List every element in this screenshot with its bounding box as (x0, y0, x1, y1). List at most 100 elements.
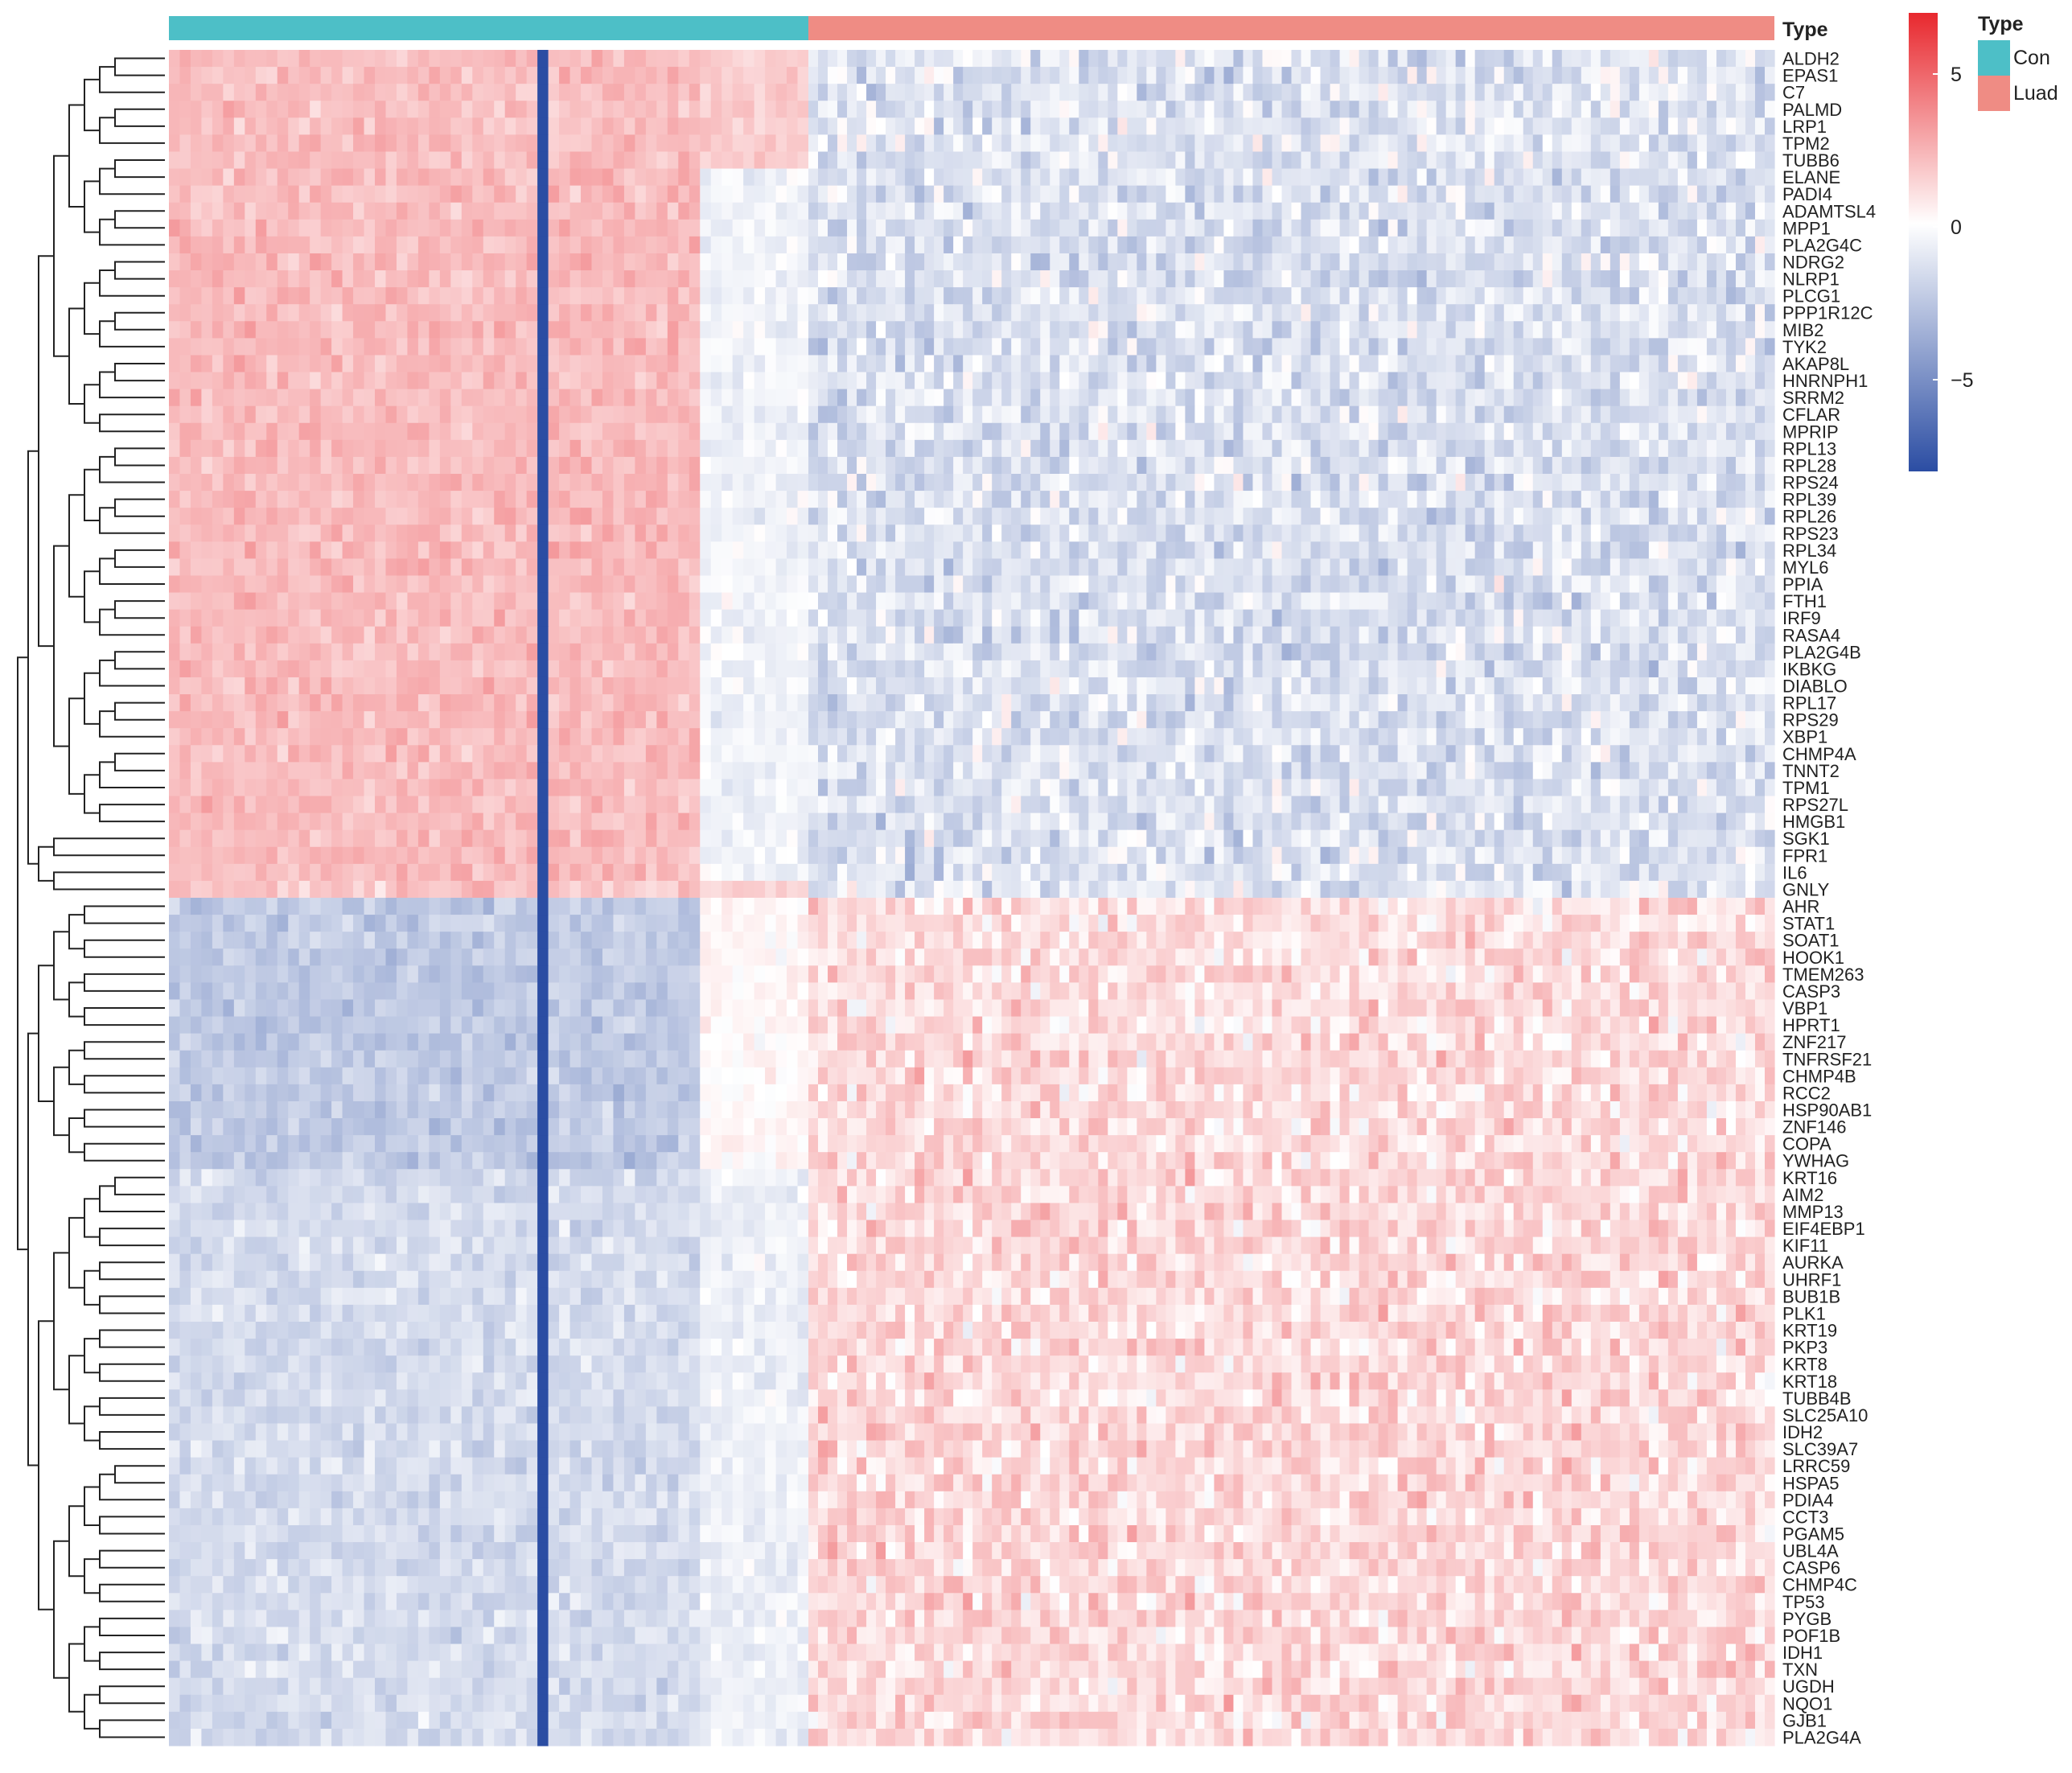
heatmap-cell (1185, 321, 1195, 339)
heatmap-cell (1301, 219, 1312, 237)
heatmap-cell (818, 541, 828, 559)
heatmap-cell (298, 405, 310, 424)
heatmap-cell (190, 67, 203, 84)
heatmap-cell (1214, 151, 1225, 170)
heatmap-cell (504, 202, 516, 220)
heatmap-cell (700, 236, 712, 254)
heatmap-cell (1040, 405, 1050, 424)
heatmap-cell (504, 84, 516, 101)
heatmap-cell (537, 405, 549, 424)
heatmap-cell (1590, 134, 1601, 153)
heatmap-cell (1088, 219, 1099, 237)
heatmap-cell (472, 508, 484, 525)
heatmap-cell (1001, 355, 1012, 373)
heatmap-cell (1513, 185, 1524, 204)
heatmap-cell (1696, 253, 1708, 271)
heatmap-cell (934, 304, 944, 322)
heatmap-cell (526, 236, 538, 254)
heatmap-cell (775, 491, 787, 508)
heatmap-cell (569, 439, 582, 458)
heatmap-cell (1166, 236, 1176, 254)
heatmap-cell (722, 541, 734, 559)
heatmap-cell (1166, 405, 1176, 424)
heatmap-cell (1069, 321, 1079, 339)
heatmap-cell (1040, 287, 1050, 305)
heatmap-cell (179, 117, 191, 135)
dendrogram-branch (84, 973, 165, 992)
heatmap-cell (1513, 405, 1524, 424)
heatmap-cell (1513, 287, 1524, 305)
heatmap-cell (847, 405, 857, 424)
heatmap-cell (1455, 270, 1466, 288)
heatmap-cell (1166, 355, 1176, 373)
heatmap-cell (353, 236, 365, 254)
heatmap-cell (953, 219, 964, 237)
heatmap-cell (1426, 558, 1437, 577)
heatmap-cell (1117, 202, 1128, 220)
heatmap-cell (722, 304, 734, 322)
heatmap-cell (1243, 491, 1254, 508)
heatmap-cell (516, 474, 528, 492)
heatmap-cell (1436, 50, 1447, 68)
heatmap-cell (1494, 439, 1505, 458)
heatmap-cell (417, 558, 430, 577)
heatmap-cell (866, 456, 877, 475)
heatmap-cell (310, 117, 322, 135)
heatmap-cell (494, 270, 506, 288)
heatmap-cell (1011, 524, 1022, 542)
heatmap-cell (385, 236, 397, 254)
heatmap-cell (1745, 134, 1756, 153)
heatmap-cell (1252, 253, 1264, 271)
heatmap-cell (1359, 456, 1370, 475)
heatmap-cell (1204, 422, 1215, 441)
heatmap-cell (1677, 287, 1688, 305)
heatmap-cell (1745, 168, 1756, 187)
heatmap-cell (602, 253, 615, 271)
heatmap-cell (320, 372, 332, 390)
heatmap-cell (635, 405, 647, 424)
heatmap-cell (375, 422, 387, 441)
heatmap-cell (1638, 101, 1650, 118)
heatmap-cell (331, 67, 343, 84)
heatmap-cell (1552, 524, 1563, 542)
heatmap-cell (1436, 508, 1447, 525)
heatmap-cell (1011, 185, 1022, 204)
heatmap-cell (1108, 439, 1118, 458)
heatmap-cell (1523, 355, 1534, 373)
heatmap-cell (1127, 236, 1137, 254)
heatmap-cell (787, 372, 799, 390)
heatmap-cell (1667, 338, 1679, 356)
heatmap-cell (623, 439, 635, 458)
heatmap-cell (1745, 151, 1756, 170)
heatmap-cell (1426, 151, 1437, 170)
heatmap-cell (924, 422, 935, 441)
heatmap-cell (1233, 338, 1244, 356)
heatmap-cell (1214, 236, 1225, 254)
heatmap-cell (828, 405, 838, 424)
heatmap-cell (1687, 541, 1698, 559)
heatmap-cell (1600, 321, 1611, 339)
heatmap-cell (905, 541, 915, 559)
heatmap-cell (1378, 50, 1389, 68)
heatmap-cell (1156, 151, 1166, 170)
heatmap-cell (1426, 168, 1437, 187)
heatmap-cell (1445, 84, 1457, 101)
heatmap-cell (569, 202, 582, 220)
heatmap-cell (635, 101, 647, 118)
heatmap-cell (837, 202, 848, 220)
heatmap-cell (212, 558, 224, 577)
heatmap-cell (743, 270, 755, 288)
heatmap-cell (429, 168, 441, 187)
heatmap-cell (417, 270, 430, 288)
heatmap-cell (1233, 491, 1244, 508)
heatmap-cell (472, 236, 484, 254)
heatmap-cell (656, 202, 668, 220)
heatmap-cell (700, 270, 712, 288)
heatmap-cell (1069, 491, 1079, 508)
heatmap-cell (1310, 338, 1322, 356)
heatmap-cell (915, 491, 925, 508)
heatmap-cell (1137, 236, 1147, 254)
heatmap-cell (1465, 508, 1476, 525)
heatmap-cell (1281, 67, 1293, 84)
heatmap-cell (1658, 439, 1669, 458)
